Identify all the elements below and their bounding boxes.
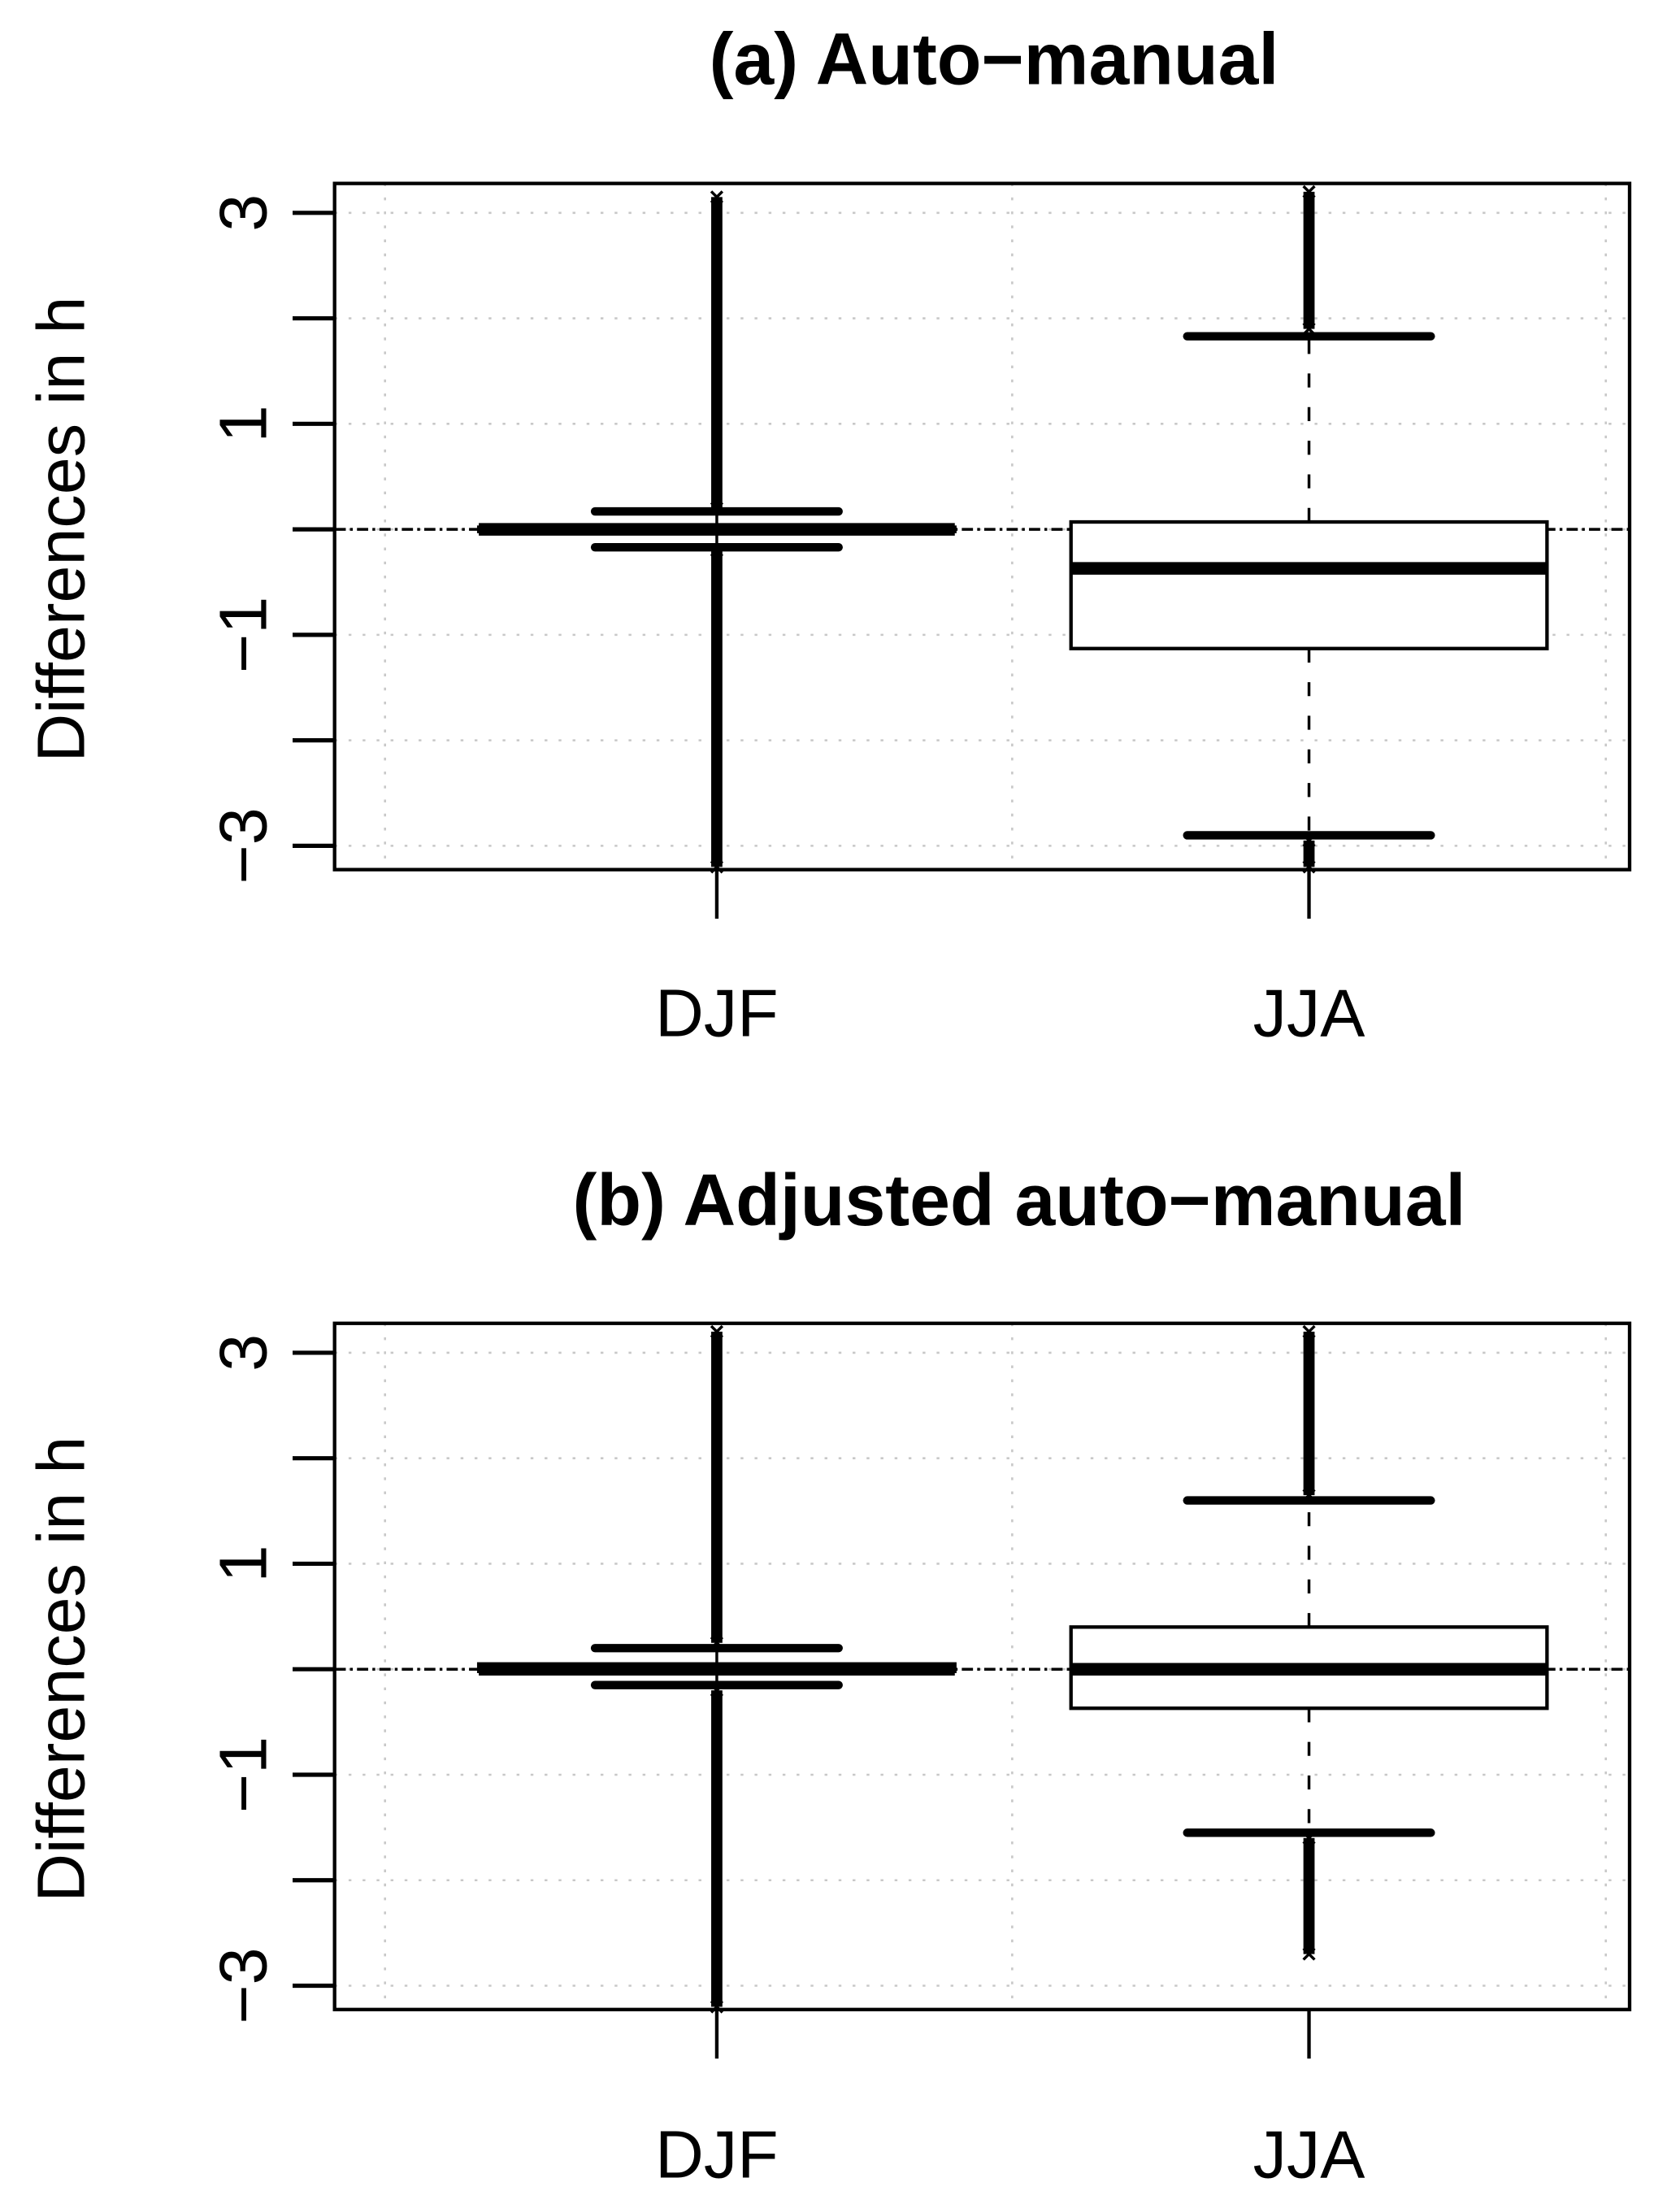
panel-b-title: (b) Adjusted auto−manual <box>573 1159 1466 1241</box>
outliers-low-djf <box>711 550 723 867</box>
outliers-high-jja <box>1303 1331 1315 1496</box>
outlier-point-jja <box>1302 1947 1316 1961</box>
plot-frame <box>332 1321 1632 2011</box>
y-tick-label: 1 <box>205 405 280 442</box>
outlier-point-djf <box>710 190 724 204</box>
panel-a-x-label-djf: DJF <box>655 976 779 1051</box>
panel-b-x-label-jja: JJA <box>1253 2116 1365 2192</box>
outliers-high-djf <box>711 197 723 509</box>
outliers-high-jja <box>1303 191 1315 329</box>
panel-a-x-label-jja: JJA <box>1253 976 1365 1051</box>
panel-b-x-label-djf: DJF <box>655 2116 779 2192</box>
outlier-point-jja <box>1302 1324 1316 1339</box>
y-tick-label: −1 <box>205 597 280 673</box>
outliers-high-djf <box>711 1331 723 1643</box>
y-tick-label: 3 <box>205 194 280 232</box>
y-tick-label: −1 <box>205 1737 280 1813</box>
outliers-low-djf <box>711 1690 723 2007</box>
panel-b: (b) Adjusted auto−manual Differences in … <box>23 1159 1632 2192</box>
outlier-point-jja <box>1302 185 1316 198</box>
outliers-low-jja <box>1303 840 1315 867</box>
panel-a: (a) Auto−manual Differences in h DJF JJA… <box>23 18 1632 1051</box>
outlier-point-djf <box>710 1324 724 1339</box>
box-jja <box>1069 519 1549 650</box>
panel-b-y-axis-label: Differences in h <box>23 1437 98 1902</box>
y-tick-label: 1 <box>205 1545 280 1582</box>
y-tick-label: −3 <box>205 1947 280 2024</box>
y-tick-label: −3 <box>205 807 280 884</box>
outliers-low-jja <box>1303 1837 1315 1954</box>
plot-frame <box>332 181 1632 872</box>
panel-a-y-axis-label: Differences in h <box>23 297 98 763</box>
y-tick-label: 3 <box>205 1334 280 1372</box>
panel-a-title: (a) Auto−manual <box>710 18 1279 99</box>
